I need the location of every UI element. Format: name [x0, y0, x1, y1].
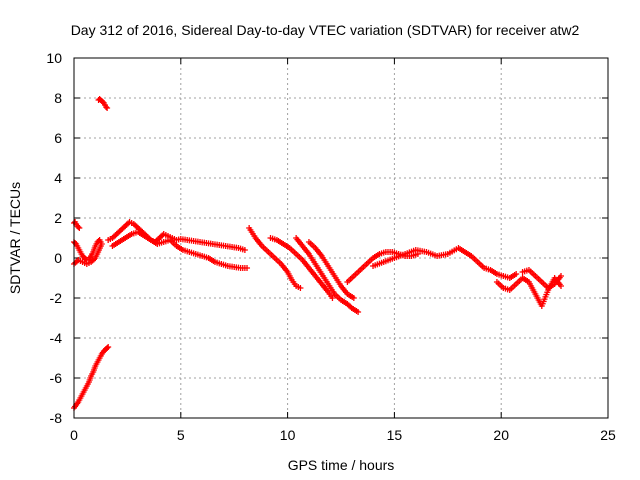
y-tick-label: -6 [50, 370, 63, 386]
data-point [350, 295, 357, 301]
x-tick-label: 15 [387, 427, 403, 443]
x-axis-label: GPS time / hours [288, 457, 395, 473]
x-tick-label: 20 [493, 427, 509, 443]
data-point [75, 224, 82, 230]
chart-title: Day 312 of 2016, Sidereal Day-to-day VTE… [71, 22, 580, 38]
plot-frame [73, 57, 609, 419]
x-tick-label: 5 [177, 427, 185, 443]
data-point [329, 295, 336, 301]
x-tick-label: 25 [600, 427, 616, 443]
data-point [558, 273, 565, 279]
y-tick-label: 2 [54, 210, 62, 226]
data-point [297, 285, 304, 291]
data-point [513, 271, 520, 277]
data-point [558, 283, 565, 289]
data-points [71, 96, 565, 411]
y-tick-label: 4 [54, 170, 62, 186]
axis-ticks: 0 5 10 15 20 25 -8 -6 -4 -2 0 2 4 6 8 10 [46, 50, 616, 443]
x-tick-label: 0 [70, 427, 78, 443]
grid-lines [74, 58, 608, 418]
y-tick-label: 6 [54, 130, 62, 146]
y-axis-label: SDTVAR / TECUs [7, 182, 23, 294]
y-tick-label: -2 [50, 290, 63, 306]
x-tick-label: 10 [280, 427, 296, 443]
y-tick-label: 0 [54, 250, 62, 266]
y-tick-label: 8 [54, 90, 62, 106]
y-tick-label: -8 [50, 410, 63, 426]
data-point [241, 247, 248, 253]
data-point [244, 265, 251, 271]
data-point [355, 309, 362, 315]
data-point [103, 104, 110, 110]
data-point [105, 344, 112, 350]
data-point [104, 345, 111, 351]
y-tick-label: 10 [46, 50, 62, 66]
data-point [76, 225, 83, 231]
data-point [104, 105, 111, 111]
y-tick-label: -4 [50, 330, 63, 346]
